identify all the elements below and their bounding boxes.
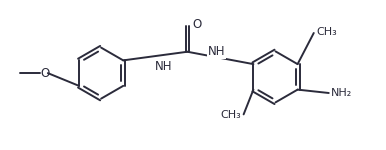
Text: CH₃: CH₃ xyxy=(221,110,241,120)
Text: CH₃: CH₃ xyxy=(316,27,337,37)
Text: NH₂: NH₂ xyxy=(331,88,352,98)
Text: NH: NH xyxy=(208,45,225,58)
Text: O: O xyxy=(40,67,49,80)
Text: NH: NH xyxy=(155,60,173,73)
Text: O: O xyxy=(193,18,202,30)
